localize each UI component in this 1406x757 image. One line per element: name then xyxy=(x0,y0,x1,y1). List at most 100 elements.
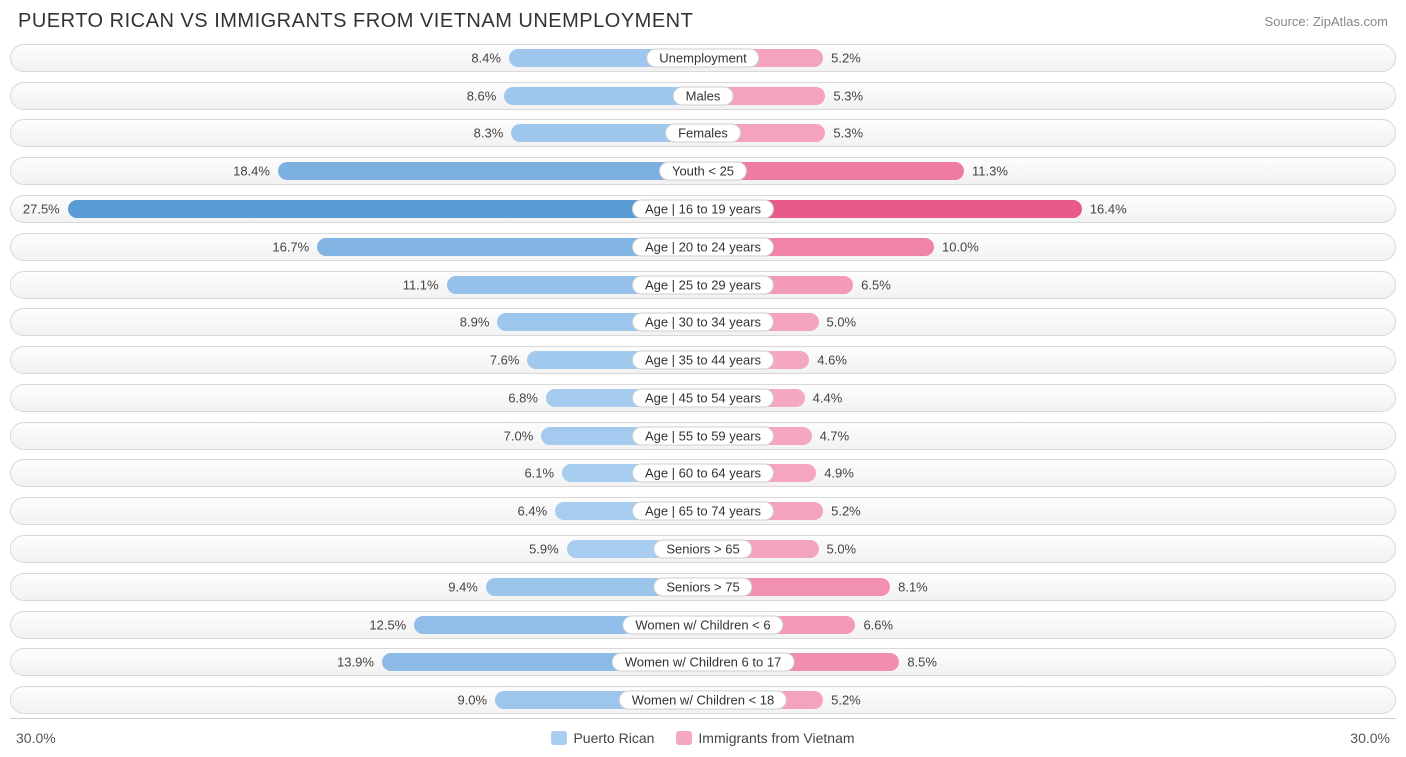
chart-area: 8.4% 5.2% Unemployment 8.6% 5.3% Males 8.3% 5.3… xyxy=(0,39,1406,757)
chart-row: 6.1% 4.9%Age | 60 to 64 years xyxy=(10,455,1396,493)
row-half-right: 8.5% xyxy=(703,653,1396,671)
row-half-left: 8.4% xyxy=(10,49,703,67)
value-label-right: 16.4% xyxy=(1090,202,1127,217)
row-half-left: 7.0% xyxy=(10,427,703,445)
chart-row: 11.1% 6.5% Age | 25 to 29 years xyxy=(10,266,1396,304)
category-label: Age | 25 to 29 years xyxy=(632,275,774,294)
chart-row: 27.5% 16.4% Age | 16 to 19 years xyxy=(10,190,1396,228)
chart-row: 9.0% 5.2%Women w/ Children < 18 xyxy=(10,681,1396,719)
value-label-right: 8.1% xyxy=(898,579,928,594)
bar-left xyxy=(278,162,703,180)
row-half-left: 16.7% xyxy=(10,238,703,256)
chart-row: 7.6% 4.6%Age | 35 to 44 years xyxy=(10,341,1396,379)
bar-left xyxy=(68,200,703,218)
row-half-right: 5.2% xyxy=(703,502,1396,520)
chart-row: 8.4% 5.2% Unemployment xyxy=(10,39,1396,77)
chart-row: 6.8% 4.4% Age | 45 to 54 years xyxy=(10,379,1396,417)
row-half-right: 10.0% xyxy=(703,238,1396,256)
row-half-left: 6.8% xyxy=(10,389,703,407)
row-half-right: 6.6% xyxy=(703,616,1396,634)
legend-swatch-left xyxy=(551,731,567,745)
row-half-right: 5.3% xyxy=(703,87,1396,105)
chart-row: 7.0% 4.7% Age | 55 to 59 years xyxy=(10,417,1396,455)
row-half-left: 11.1% xyxy=(10,276,703,294)
header: PUERTO RICAN VS IMMIGRANTS FROM VIETNAM … xyxy=(0,0,1406,39)
axis-max-right: 30.0% xyxy=(1344,730,1396,746)
category-label: Youth < 25 xyxy=(659,162,747,181)
value-label-left: 27.5% xyxy=(23,202,60,217)
category-label: Age | 65 to 74 years xyxy=(632,502,774,521)
value-label-left: 6.4% xyxy=(518,504,548,519)
value-label-left: 8.3% xyxy=(474,126,504,141)
row-half-right: 5.2% xyxy=(703,49,1396,67)
chart-row: 18.4% 11.3% Youth < 25 xyxy=(10,152,1396,190)
chart-row: 8.6% 5.3% Males xyxy=(10,77,1396,115)
chart-title: PUERTO RICAN VS IMMIGRANTS FROM VIETNAM … xyxy=(18,10,693,33)
value-label-left: 11.1% xyxy=(403,277,439,292)
value-label-right: 4.4% xyxy=(813,390,843,405)
row-half-left: 8.3% xyxy=(10,124,703,142)
row-half-right: 8.1% xyxy=(703,578,1396,596)
row-half-left: 27.5% xyxy=(10,200,703,218)
category-label: Age | 45 to 54 years xyxy=(632,388,774,407)
category-label: Age | 20 to 24 years xyxy=(632,237,774,256)
value-label-left: 7.6% xyxy=(490,353,520,368)
legend-item-right: Immigrants from Vietnam xyxy=(676,730,854,746)
chart-row: 13.9%8.5%Women w/ Children 6 to 17 xyxy=(10,644,1396,682)
chart-footer: 30.0% Puerto Rican Immigrants from Vietn… xyxy=(10,718,1396,757)
value-label-left: 7.0% xyxy=(504,428,534,443)
value-label-right: 11.3% xyxy=(972,164,1008,179)
category-label: Age | 30 to 34 years xyxy=(632,313,774,332)
value-label-right: 6.5% xyxy=(861,277,891,292)
row-half-right: 5.3% xyxy=(703,124,1396,142)
category-label: Age | 60 to 64 years xyxy=(632,464,774,483)
value-label-right: 5.0% xyxy=(826,315,856,330)
row-half-left: 9.0% xyxy=(10,691,703,709)
value-label-right: 8.5% xyxy=(907,655,937,670)
row-half-right: 5.2% xyxy=(703,691,1396,709)
row-half-right: 4.7% xyxy=(703,427,1396,445)
row-half-right: 6.5% xyxy=(703,276,1396,294)
row-half-left: 13.9% xyxy=(10,653,703,671)
value-label-left: 6.1% xyxy=(524,466,554,481)
category-label: Age | 16 to 19 years xyxy=(632,200,774,219)
value-label-right: 5.3% xyxy=(833,126,863,141)
legend-item-left: Puerto Rican xyxy=(551,730,654,746)
chart-row: 6.4% 5.2%Age | 65 to 74 years xyxy=(10,492,1396,530)
category-label: Women w/ Children < 18 xyxy=(619,691,787,710)
category-label: Seniors > 65 xyxy=(653,540,752,559)
value-label-left: 9.0% xyxy=(457,693,487,708)
value-label-right: 5.3% xyxy=(833,88,863,103)
row-half-left: 6.1% xyxy=(10,464,703,482)
value-label-right: 6.6% xyxy=(863,617,893,632)
chart-container: PUERTO RICAN VS IMMIGRANTS FROM VIETNAM … xyxy=(0,0,1406,757)
value-label-right: 5.2% xyxy=(831,50,861,65)
row-half-right: 4.6% xyxy=(703,351,1396,369)
value-label-right: 4.7% xyxy=(820,428,850,443)
value-label-right: 5.0% xyxy=(826,542,856,557)
category-label: Age | 55 to 59 years xyxy=(632,426,774,445)
value-label-left: 8.9% xyxy=(460,315,490,330)
row-half-left: 18.4% xyxy=(10,162,703,180)
row-half-right: 5.0% xyxy=(703,313,1396,331)
row-half-right: 4.9% xyxy=(703,464,1396,482)
chart-rows: 8.4% 5.2% Unemployment 8.6% 5.3% Males 8.3% 5.3… xyxy=(10,39,1396,719)
legend-label-right: Immigrants from Vietnam xyxy=(698,730,854,746)
category-label: Age | 35 to 44 years xyxy=(632,351,774,370)
chart-row: 9.4%8.1%Seniors > 75 xyxy=(10,568,1396,606)
legend-label-left: Puerto Rican xyxy=(573,730,654,746)
category-label: Women w/ Children < 6 xyxy=(622,615,783,634)
category-label: Unemployment xyxy=(646,48,759,67)
chart-row: 5.9% 5.0% Seniors > 65 xyxy=(10,530,1396,568)
axis-max-left: 30.0% xyxy=(10,730,62,746)
category-label: Males xyxy=(673,86,734,105)
row-half-right: 4.4% xyxy=(703,389,1396,407)
chart-row: 8.9% 5.0% Age | 30 to 34 years xyxy=(10,303,1396,341)
value-label-left: 8.4% xyxy=(471,50,501,65)
row-half-left: 8.9% xyxy=(10,313,703,331)
row-half-right: 11.3% xyxy=(703,162,1396,180)
row-half-left: 7.6% xyxy=(10,351,703,369)
row-half-left: 5.9% xyxy=(10,540,703,558)
chart-row: 16.7%10.0%Age | 20 to 24 years xyxy=(10,228,1396,266)
value-label-left: 8.6% xyxy=(467,88,497,103)
